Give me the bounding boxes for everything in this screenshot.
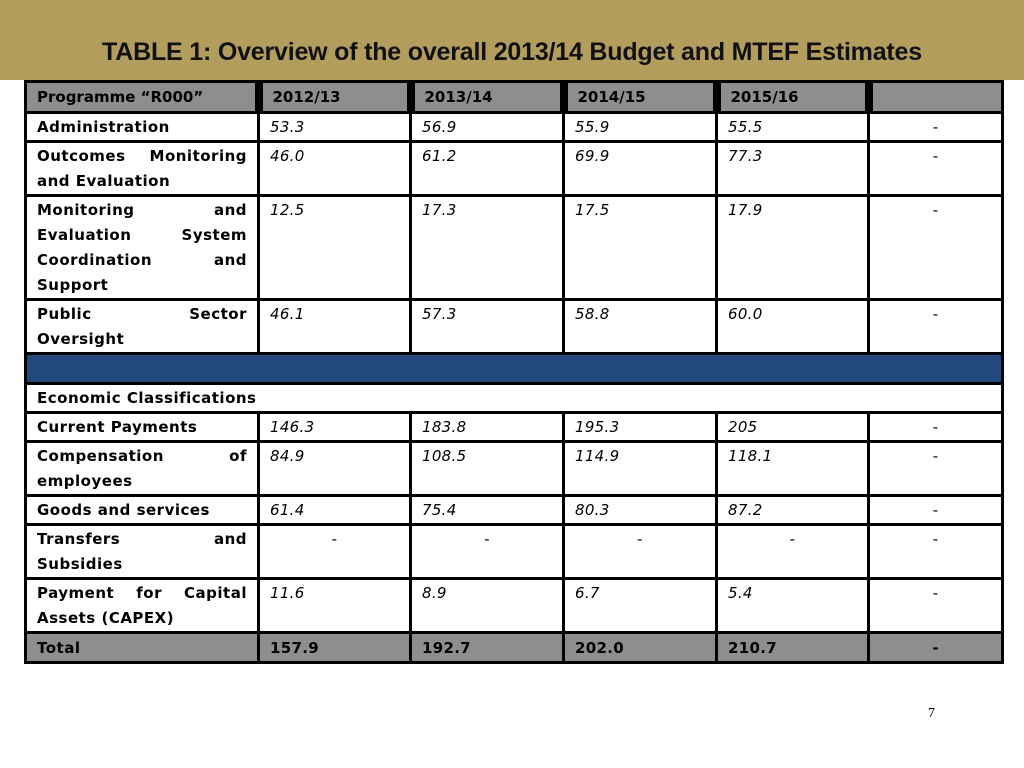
row-label: Compensation of employees (24, 440, 260, 497)
table-cell: 6.7 (562, 577, 718, 634)
table-cell: - (867, 440, 1004, 497)
row-label: Outcomes Monitoring and Evaluation (24, 140, 260, 197)
row-label: Administration (24, 111, 260, 143)
row-label: Payment for Capital Assets (CAPEX) (24, 577, 260, 634)
table-row: Current Payments 146.3 183.8 195.3 205 - (24, 411, 1004, 443)
table-cell: 55.5 (715, 111, 870, 143)
table-cell: 61.4 (257, 494, 412, 526)
table-row: Compensation of employees 84.9 108.5 114… (24, 440, 1004, 497)
table-cell: 61.2 (409, 140, 565, 197)
table-cell: 46.0 (257, 140, 412, 197)
table-cell: 58.8 (562, 298, 718, 355)
row-label: Monitoring and Evaluation System Coordin… (24, 194, 260, 301)
header-2015-16: 2015/16 (712, 80, 870, 114)
table-cell: 183.8 (409, 411, 565, 443)
table-cell: 11.6 (257, 577, 412, 634)
total-cell: 202.0 (562, 631, 718, 664)
section-row: Economic Classifications (24, 382, 1004, 414)
row-label: Current Payments (24, 411, 260, 443)
table-row: Payment for Capital Assets (CAPEX) 11.6 … (24, 577, 1004, 634)
separator-band (24, 352, 1004, 385)
header-programme: Programme “R000” (24, 80, 260, 114)
table-cell: - (867, 577, 1004, 634)
table-cell: 5.4 (715, 577, 870, 634)
row-label: Goods and services (24, 494, 260, 526)
table-cell: 17.5 (562, 194, 718, 301)
total-row: Total 157.9 192.7 202.0 210.7 - (24, 631, 1004, 664)
slide-title: TABLE 1: Overview of the overall 2013/14… (102, 38, 922, 66)
table-cell: - (867, 494, 1004, 526)
table-cell: 46.1 (257, 298, 412, 355)
table-cell: 57.3 (409, 298, 565, 355)
table-cell: - (562, 523, 718, 580)
table-row: Goods and services 61.4 75.4 80.3 87.2 - (24, 494, 1004, 526)
table-cell: 53.3 (257, 111, 412, 143)
table-header-row: Programme “R000” 2012/13 2013/14 2014/15… (24, 80, 1004, 114)
budget-table: Programme “R000” 2012/13 2013/14 2014/15… (24, 80, 1004, 664)
page-number: 7 (928, 706, 935, 721)
table-cell: 69.9 (562, 140, 718, 197)
top-color-band (0, 0, 1024, 80)
header-2012-13: 2012/13 (254, 80, 412, 114)
table-row: Public Sector Oversight 46.1 57.3 58.8 6… (24, 298, 1004, 355)
table-cell: - (867, 140, 1004, 197)
separator-band-row (24, 352, 1004, 385)
table-cell: - (867, 194, 1004, 301)
header-2014-15: 2014/15 (559, 80, 718, 114)
row-label: Public Sector Oversight (24, 298, 260, 355)
header-blank (864, 80, 1004, 114)
table-cell: 108.5 (409, 440, 565, 497)
table-cell: 60.0 (715, 298, 870, 355)
table-cell: 114.9 (562, 440, 718, 497)
table-cell: 12.5 (257, 194, 412, 301)
total-label: Total (24, 631, 260, 664)
total-cell: - (867, 631, 1004, 664)
total-cell: 157.9 (257, 631, 412, 664)
header-2013-14: 2013/14 (406, 80, 565, 114)
total-cell: 210.7 (715, 631, 870, 664)
table-cell: - (867, 111, 1004, 143)
table-cell: 17.3 (409, 194, 565, 301)
table-cell: - (867, 523, 1004, 580)
total-cell: 192.7 (409, 631, 565, 664)
table-cell: 17.9 (715, 194, 870, 301)
table-cell: - (715, 523, 870, 580)
table-row: Transfers and Subsidies - - - - - (24, 523, 1004, 580)
table-cell: - (409, 523, 565, 580)
table-cell: 205 (715, 411, 870, 443)
table-cell: 56.9 (409, 111, 565, 143)
table-row: Monitoring and Evaluation System Coordin… (24, 194, 1004, 301)
table-cell: 146.3 (257, 411, 412, 443)
table-cell: - (867, 298, 1004, 355)
table-row: Administration 53.3 56.9 55.9 55.5 - (24, 111, 1004, 143)
row-label: Transfers and Subsidies (24, 523, 260, 580)
table-cell: 84.9 (257, 440, 412, 497)
table-cell: 8.9 (409, 577, 565, 634)
table-cell: 87.2 (715, 494, 870, 526)
table-cell: 80.3 (562, 494, 718, 526)
table-row: Outcomes Monitoring and Evaluation 46.0 … (24, 140, 1004, 197)
section-label-economic: Economic Classifications (24, 382, 1004, 414)
table-cell: - (867, 411, 1004, 443)
table-cell: 55.9 (562, 111, 718, 143)
table-cell: 77.3 (715, 140, 870, 197)
table-cell: 195.3 (562, 411, 718, 443)
table-cell: 118.1 (715, 440, 870, 497)
table-cell: 75.4 (409, 494, 565, 526)
table-cell: - (257, 523, 412, 580)
